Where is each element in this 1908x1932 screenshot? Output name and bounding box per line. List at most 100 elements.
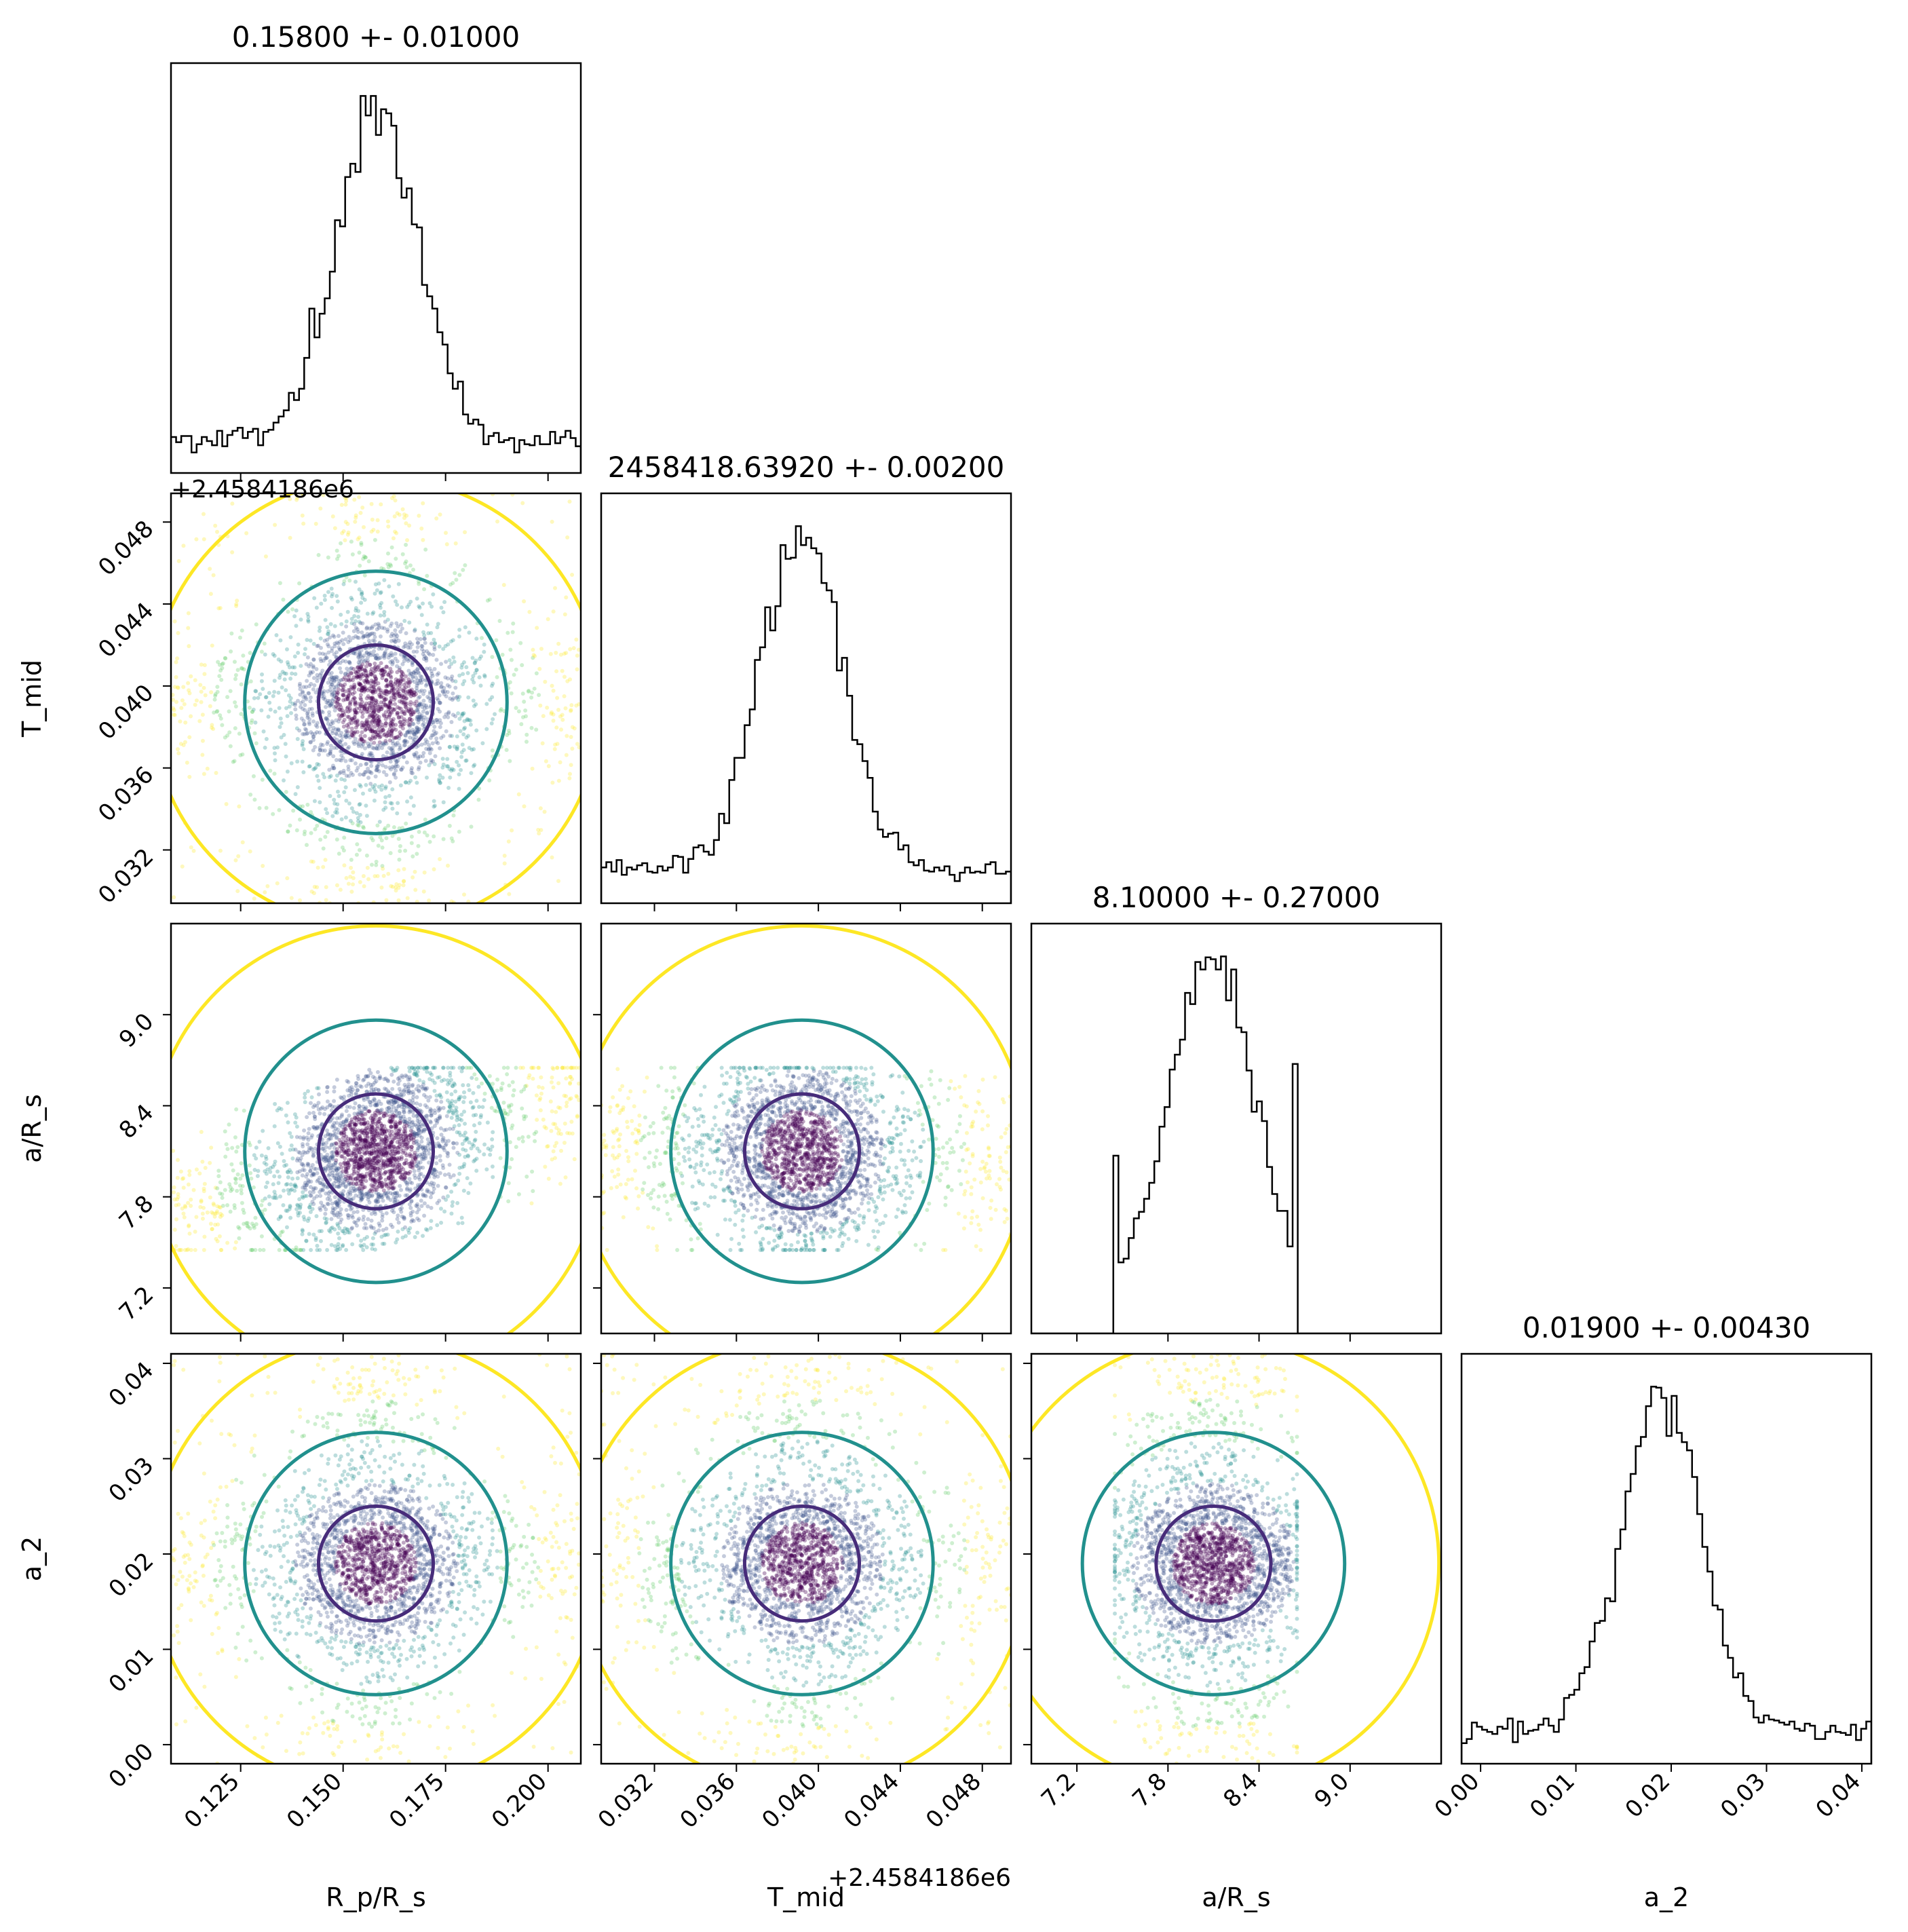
scatter-point — [342, 848, 346, 852]
scatter-point — [286, 1175, 290, 1179]
scatter-point — [371, 696, 375, 700]
scatter-point — [449, 720, 453, 724]
scatter-point — [505, 1066, 510, 1070]
scatter-point — [567, 776, 571, 780]
scatter-point — [322, 1112, 326, 1116]
scatter-point — [324, 618, 328, 622]
scatter-point — [457, 1172, 461, 1176]
scatter-point — [267, 1146, 271, 1150]
scatter-point — [326, 701, 330, 705]
scatter-point — [539, 647, 543, 651]
scatter-point — [256, 696, 260, 700]
scatter-point — [408, 724, 412, 728]
scatter-point — [308, 699, 312, 703]
scatter-point — [350, 1226, 354, 1230]
scatter-point — [234, 673, 238, 677]
scatter-point — [435, 1136, 439, 1140]
scatter-point — [407, 1231, 411, 1235]
scatter-point — [175, 656, 179, 660]
scatter-point — [453, 685, 457, 689]
scatter-point — [426, 631, 430, 635]
scatter-point — [218, 1180, 223, 1184]
scatter-point — [381, 1213, 385, 1217]
scatter-point — [419, 1204, 423, 1208]
scatter-point — [482, 643, 486, 647]
scatter-point — [209, 592, 213, 596]
scatter-point — [334, 704, 338, 708]
scatter-point — [366, 656, 370, 660]
scatter-point — [248, 1171, 252, 1175]
scatter-point — [484, 702, 489, 706]
scatter-point — [381, 763, 385, 768]
scatter-point — [470, 1142, 474, 1146]
scatter-panel-rp-ars: 7.27.88.49.0 — [114, 924, 601, 1377]
scatter-point — [292, 1183, 297, 1188]
scatter-point — [382, 743, 386, 747]
scatter-point — [346, 533, 350, 537]
scatter-point — [339, 1154, 343, 1158]
scatter-point — [337, 852, 341, 856]
scatter-point — [176, 1176, 180, 1180]
scatter-point — [330, 606, 334, 610]
scatter-point — [531, 767, 535, 771]
scatter-point — [535, 671, 539, 675]
scatter-point — [460, 1069, 464, 1074]
scatter-point — [564, 1175, 568, 1179]
scatter-point — [274, 633, 278, 637]
scatter-point — [304, 1238, 308, 1243]
scatter-point — [457, 674, 461, 678]
scatter-point — [391, 765, 395, 769]
scatter-point — [476, 798, 480, 802]
scatter-point — [555, 696, 559, 700]
scatter-point — [225, 1240, 229, 1245]
scatter-point — [233, 1203, 237, 1207]
scatter-point — [377, 687, 381, 692]
scatter-point — [344, 1248, 348, 1252]
scatter-point — [438, 694, 442, 698]
scatter-point — [550, 780, 554, 784]
scatter-point — [351, 876, 356, 880]
scatter-point — [413, 870, 417, 874]
scatter-point — [552, 609, 556, 613]
scatter-point — [362, 884, 366, 888]
scatter-point — [247, 1141, 251, 1145]
scatter-point — [358, 1243, 362, 1247]
scatter-point — [464, 736, 468, 740]
scatter-point — [455, 1201, 459, 1205]
scatter-point — [337, 794, 341, 798]
scatter-point — [434, 1161, 438, 1165]
scatter-point — [447, 665, 451, 669]
scatter-point — [382, 610, 386, 614]
scatter-point — [285, 1226, 289, 1230]
scatter-point — [396, 868, 400, 872]
scatter-point — [327, 1194, 331, 1198]
scatter-point — [420, 613, 424, 617]
scatter-point — [319, 637, 323, 641]
scatter-point — [417, 830, 421, 834]
scatter-point — [392, 1099, 396, 1103]
scatter-point — [330, 587, 334, 591]
scatter-point — [297, 1150, 301, 1154]
scatter-point — [360, 1110, 364, 1114]
scatter-point — [436, 1141, 440, 1145]
scatter-point — [560, 669, 565, 673]
scatter-point — [538, 704, 542, 708]
scatter-point — [379, 661, 383, 665]
scatter-point — [324, 807, 328, 811]
scatter-point — [402, 739, 406, 743]
scatter-point — [324, 705, 328, 709]
scatter-point — [311, 719, 316, 723]
scatter-point — [520, 663, 524, 667]
scatter-point — [374, 679, 378, 683]
scatter-point — [359, 784, 363, 789]
scatter-point — [354, 1101, 358, 1105]
scatter-point — [275, 1169, 280, 1173]
scatter-point — [442, 837, 446, 841]
scatter-point — [393, 702, 397, 706]
scatter-point — [529, 726, 533, 730]
scatter-point — [290, 761, 294, 765]
scatter-point — [263, 1169, 267, 1173]
scatter-point — [446, 1194, 450, 1198]
scatter-point — [343, 742, 347, 746]
